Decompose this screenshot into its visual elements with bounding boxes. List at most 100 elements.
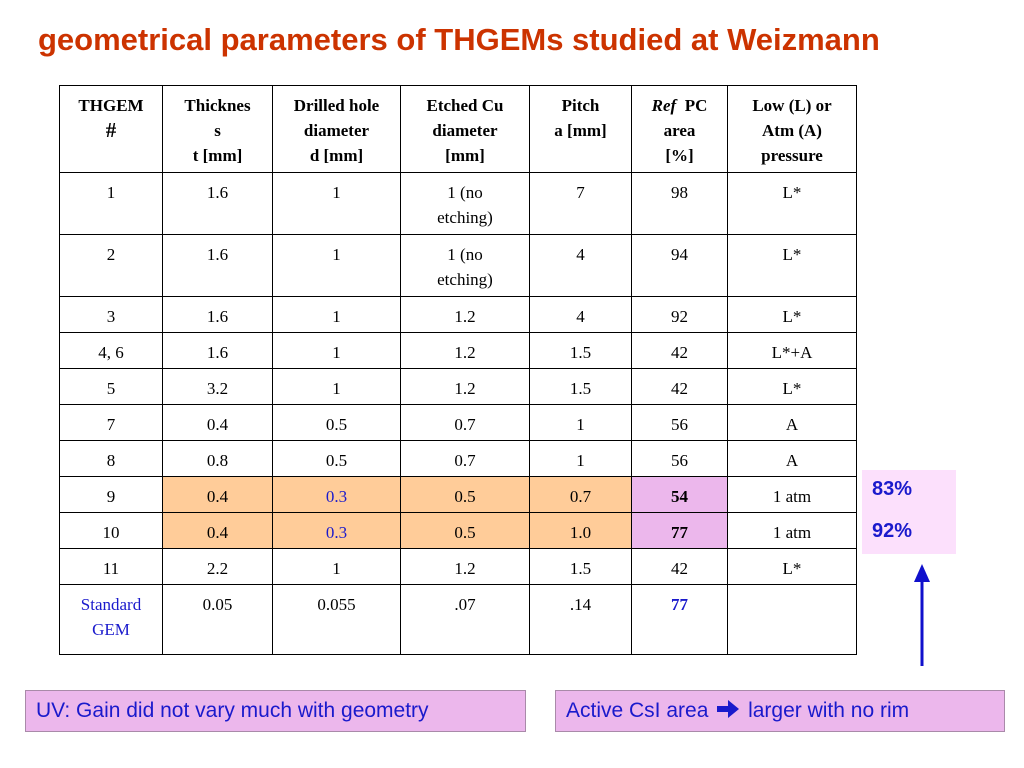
side-value-92: 92%	[862, 512, 956, 554]
cell: 42	[631, 548, 728, 585]
cell: 1 (no etching)	[400, 172, 530, 235]
cell: 0.7	[529, 476, 632, 513]
cell: 0.5	[400, 512, 530, 549]
cell: 1	[272, 296, 401, 333]
cell: 11	[59, 548, 163, 585]
cell: 3	[59, 296, 163, 333]
cell: 94	[631, 234, 728, 297]
header-thgem: THGEM #	[59, 85, 163, 173]
right-arrow-icon	[716, 699, 740, 725]
table-row-highlighted: 10 0.4 0.3 0.5 1.0 77 1 atm	[59, 512, 857, 549]
table-row: 1 1.6 1 1 (no etching) 7 98 L*	[59, 172, 857, 235]
cell: 0.3	[272, 476, 401, 513]
table-row: 11 2.2 1 1.2 1.5 42 L*	[59, 548, 857, 585]
thgem-parameters-table: THGEM # Thicknes s t [mm] Drilled hole diame…	[59, 85, 857, 655]
cell: L*	[727, 548, 857, 585]
header-drilled-hole: Drilled hole diameter d [mm]	[272, 85, 401, 173]
cell: 1.2	[400, 368, 530, 405]
cell: 1	[272, 172, 401, 235]
note-left: UV: Gain did not vary much with geometry	[25, 690, 526, 732]
side-value-83: 83%	[862, 470, 956, 512]
cell: 1	[272, 234, 401, 297]
cell: 1.2	[400, 332, 530, 369]
cell: 2.2	[162, 548, 273, 585]
cell: 1 atm	[727, 512, 857, 549]
cell: 1.6	[162, 172, 273, 235]
table-row: 2 1.6 1 1 (no etching) 4 94 L*	[59, 234, 857, 297]
table-header-row: THGEM # Thicknes s t [mm] Drilled hole diame…	[59, 85, 857, 173]
note-right-pre: Active CsI area	[566, 699, 709, 722]
cell: 1.6	[162, 234, 273, 297]
cell: 0.7	[400, 440, 530, 477]
cell: 7	[529, 172, 632, 235]
cell: 1.5	[529, 548, 632, 585]
table-row: 5 3.2 1 1.2 1.5 42 L*	[59, 368, 857, 405]
cell: Standard GEM	[59, 584, 163, 655]
cell: A	[727, 440, 857, 477]
cell: 1	[272, 548, 401, 585]
header-pitch: Pitch a [mm]	[529, 85, 632, 173]
cell: 56	[631, 404, 728, 441]
table-row: 7 0.4 0.5 0.7 1 56 A	[59, 404, 857, 441]
cell: 0.4	[162, 476, 273, 513]
cell: 0.3	[272, 512, 401, 549]
cell: 3.2	[162, 368, 273, 405]
cell	[727, 584, 857, 655]
table-row: 3 1.6 1 1.2 4 92 L*	[59, 296, 857, 333]
cell: L*	[727, 172, 857, 235]
cell: 54	[631, 476, 728, 513]
cell: 1.0	[529, 512, 632, 549]
cell: L*	[727, 296, 857, 333]
cell: 98	[631, 172, 728, 235]
cell: 0.5	[400, 476, 530, 513]
cell: 8	[59, 440, 163, 477]
cell: A	[727, 404, 857, 441]
cell: 1.5	[529, 368, 632, 405]
cell: .07	[400, 584, 530, 655]
cell: 1.6	[162, 296, 273, 333]
table-row: Standard GEM 0.05 0.055 .07 .14 77	[59, 584, 857, 655]
cell: 1	[59, 172, 163, 235]
cell: 4	[529, 296, 632, 333]
cell: 1	[529, 404, 632, 441]
cell: 0.5	[272, 404, 401, 441]
table-row: 4, 6 1.6 1 1.2 1.5 42 L*+A	[59, 332, 857, 369]
cell: 1 atm	[727, 476, 857, 513]
header-etched-cu: Etched Cu diameter [mm]	[400, 85, 530, 173]
note-right-post: larger with no rim	[748, 699, 910, 722]
cell: 1	[272, 368, 401, 405]
cell: 2	[59, 234, 163, 297]
cell: 0.5	[272, 440, 401, 477]
table-row-highlighted: 9 0.4 0.3 0.5 0.7 54 1 atm	[59, 476, 857, 513]
cell: 7	[59, 404, 163, 441]
cell: 1.5	[529, 332, 632, 369]
cell: 56	[631, 440, 728, 477]
cell: 0.4	[162, 404, 273, 441]
cell: 1	[529, 440, 632, 477]
cell: 4, 6	[59, 332, 163, 369]
cell: L*+A	[727, 332, 857, 369]
cell: .14	[529, 584, 632, 655]
cell: 0.7	[400, 404, 530, 441]
table-row: 8 0.8 0.5 0.7 1 56 A	[59, 440, 857, 477]
cell: L*	[727, 368, 857, 405]
cell: 1 (no etching)	[400, 234, 530, 297]
header-pc-area: Ref PC area [%]	[631, 85, 728, 173]
page-title: geometrical parameters of THGEMs studied…	[38, 22, 880, 57]
cell: 1.2	[400, 548, 530, 585]
cell: 10	[59, 512, 163, 549]
up-arrow-icon	[914, 564, 930, 666]
cell: 5	[59, 368, 163, 405]
cell: 9	[59, 476, 163, 513]
cell: 0.8	[162, 440, 273, 477]
cell: 1.6	[162, 332, 273, 369]
header-thickness: Thicknes s t [mm]	[162, 85, 273, 173]
cell: 4	[529, 234, 632, 297]
cell: 0.05	[162, 584, 273, 655]
cell: 77	[631, 584, 728, 655]
cell: 42	[631, 332, 728, 369]
cell: 0.055	[272, 584, 401, 655]
cell: 77	[631, 512, 728, 549]
header-pressure: Low (L) or Atm (A) pressure	[727, 85, 857, 173]
cell: 92	[631, 296, 728, 333]
